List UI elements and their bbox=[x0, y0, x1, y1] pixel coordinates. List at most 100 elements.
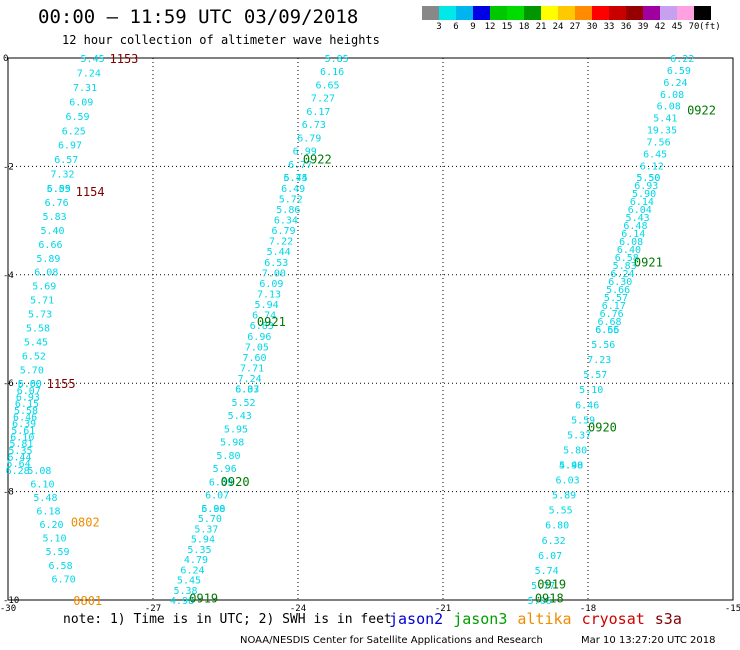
y-tick-label: -8 bbox=[3, 488, 14, 498]
wave-height-value: 5.77 bbox=[531, 581, 555, 592]
wave-height-value: 5.56 bbox=[591, 340, 615, 351]
map-frame bbox=[7, 57, 734, 601]
legend-tick-label: 70 bbox=[688, 22, 700, 32]
pass-time-label: 0801 bbox=[73, 594, 102, 608]
wave-height-value: 5.40 bbox=[40, 226, 64, 237]
wave-height-value: 6.79 bbox=[271, 226, 295, 237]
legend-swatch bbox=[456, 6, 473, 20]
wave-height-value: 6.08 bbox=[201, 504, 225, 515]
pass-time-label: 1155 bbox=[47, 377, 76, 391]
legend-tick-label: 42 bbox=[654, 22, 666, 32]
wave-height-value: 6.77 bbox=[288, 160, 312, 171]
wave-height-value: 7.22 bbox=[269, 237, 293, 248]
wave-height-value: 5.66 bbox=[528, 596, 552, 607]
wave-height-value: 7.56 bbox=[647, 137, 671, 148]
wave-height-value: 7.00 bbox=[262, 268, 286, 279]
wave-height-value: 6.79 bbox=[297, 133, 321, 144]
wave-height-value: 6.39 bbox=[12, 419, 36, 430]
x-tick-label: -21 bbox=[435, 604, 451, 614]
color-scale-unit: (ft) bbox=[699, 22, 721, 32]
wave-height-value: 7.60 bbox=[242, 353, 266, 364]
wave-height-value: 5.44 bbox=[267, 247, 291, 258]
wave-height-value: 5.90 bbox=[632, 189, 656, 200]
y-tick-label: -4 bbox=[3, 271, 14, 281]
wave-height-value: 6.48 bbox=[623, 221, 647, 232]
wave-height-value: 6.59 bbox=[667, 66, 691, 77]
wave-height-value: 6.45 bbox=[643, 149, 667, 160]
wave-height-value: 7.24 bbox=[77, 68, 101, 79]
wave-height-value: 6.15 bbox=[15, 399, 39, 410]
pass-time-label: 0919 bbox=[189, 591, 218, 605]
pass-time-label: 0918 bbox=[535, 591, 564, 605]
wave-height-value: 6.96 bbox=[247, 332, 271, 343]
legend-tick-label: 21 bbox=[535, 22, 547, 32]
pass-time-label: 0922 bbox=[303, 152, 332, 166]
legend-swatch bbox=[660, 6, 677, 20]
wave-height-value: 5.45 bbox=[177, 576, 201, 587]
pass-time-label: 0922 bbox=[687, 103, 716, 117]
legend-tick-label: 30 bbox=[586, 22, 598, 32]
wave-height-value: 6.53 bbox=[264, 258, 288, 269]
wave-height-value: 6.10 bbox=[10, 433, 34, 444]
wave-height-value: 5.94 bbox=[191, 535, 215, 546]
x-tick-label: -30 bbox=[0, 604, 16, 614]
wave-height-value: 5.48 bbox=[33, 493, 57, 504]
wave-height-value: 6.14 bbox=[630, 197, 654, 208]
satellite-jason2: jason2 bbox=[389, 610, 444, 628]
wave-height-value: 5.35 bbox=[8, 446, 32, 457]
wave-height-value: 5.89 bbox=[36, 254, 60, 265]
wave-height-value: 5.80 bbox=[216, 451, 240, 462]
wave-height-value: 5.10 bbox=[42, 534, 66, 545]
wave-height-value: 5.59 bbox=[45, 547, 69, 558]
wave-height-value: 6.10 bbox=[30, 479, 54, 490]
wave-height-value: 5.60 bbox=[18, 379, 42, 390]
wave-height-value: 5.85 bbox=[325, 54, 349, 65]
wave-height-value: 5.59 bbox=[571, 415, 595, 426]
wave-height-value: 5.64 bbox=[7, 459, 31, 470]
wave-height-value: 19.35 bbox=[647, 126, 677, 137]
wave-height-value: 5.50 bbox=[636, 173, 660, 184]
wave-height-value: 5.10 bbox=[579, 385, 603, 396]
legend-tick-label: 6 bbox=[453, 22, 459, 32]
legend-tick-label: 33 bbox=[603, 22, 615, 32]
credit-line: NOAA/NESDIS Center for Satellite Applica… bbox=[240, 635, 543, 646]
wave-height-value: 7.32 bbox=[50, 170, 74, 181]
wave-height-value: 6.76 bbox=[600, 309, 624, 320]
wave-height-value: 5.57 bbox=[583, 370, 607, 381]
wave-height-value: 5.69 bbox=[32, 282, 56, 293]
legend-swatch bbox=[439, 6, 456, 20]
wave-height-value: 6.16 bbox=[320, 67, 344, 78]
satellite-altika: altika bbox=[517, 610, 572, 628]
legend-swatch bbox=[575, 6, 592, 20]
wave-height-value: 7.05 bbox=[245, 342, 269, 353]
x-tick-label: -27 bbox=[145, 604, 161, 614]
wave-height-value: 6.59 bbox=[65, 112, 89, 123]
wave-height-value: 6.09 bbox=[69, 97, 93, 108]
footnote: note: 1) Time is in UTC; 2) SWH is in fe… bbox=[63, 612, 392, 627]
wave-height-value: 5.96 bbox=[213, 464, 237, 475]
wave-height-value: 6.46 bbox=[13, 413, 37, 424]
wave-height-value: 6.25 bbox=[62, 126, 86, 137]
wave-height-value: 6.65 bbox=[315, 80, 339, 91]
wave-height-value: 5.08 bbox=[27, 466, 51, 477]
wave-height-value: 5.43 bbox=[626, 213, 650, 224]
wave-height-value: 6.68 bbox=[597, 317, 621, 328]
legend-tick-label: 18 bbox=[518, 22, 530, 32]
wave-height-value: 6.52 bbox=[22, 351, 46, 362]
legend-swatch bbox=[541, 6, 558, 20]
generated-timestamp: Mar 10 13:27:20 UTC 2018 bbox=[581, 635, 716, 646]
wave-height-value: 6.07 bbox=[538, 551, 562, 562]
x-tick-label: -15 bbox=[725, 604, 740, 614]
wave-height-value: 5.57 bbox=[604, 293, 628, 304]
legend-swatch bbox=[677, 6, 694, 20]
wave-height-value: 6.66 bbox=[38, 240, 62, 251]
satellite-legend: jason2 jason3 altika cryosat s3a bbox=[389, 610, 682, 628]
pass-time-label: 0920 bbox=[588, 421, 617, 435]
wave-height-value: 5.58 bbox=[14, 406, 38, 417]
wave-height-value: 6.44 bbox=[7, 453, 31, 464]
wave-height-value: 4.79 bbox=[184, 555, 208, 566]
wave-height-value: 6.80 bbox=[545, 521, 569, 532]
wave-height-value: 6.58 bbox=[615, 253, 639, 264]
wave-height-value: 6.99 bbox=[293, 147, 317, 158]
pass-time-label: 1153 bbox=[110, 52, 139, 66]
